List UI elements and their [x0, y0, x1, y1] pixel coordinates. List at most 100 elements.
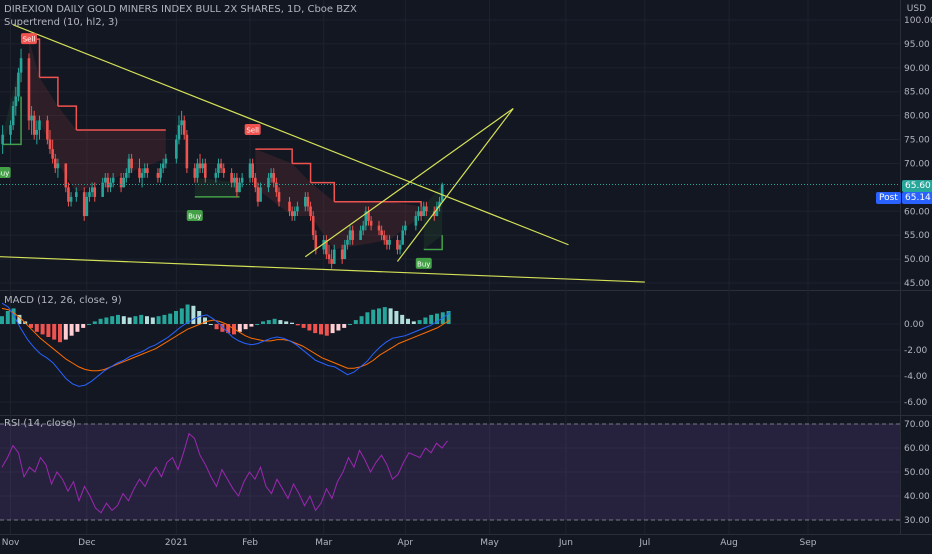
macd-pane [0, 302, 451, 387]
macd-histogram-bar [336, 324, 341, 331]
macd-histogram-bar [150, 317, 155, 324]
macd-histogram-bar [87, 324, 91, 325]
candle-body [325, 239, 328, 255]
candle-body [367, 211, 370, 221]
candle-body [351, 230, 354, 240]
candle-body [340, 249, 344, 260]
x-axis-label: May [480, 538, 499, 548]
price-tick-label: 60.00 [904, 207, 930, 217]
x-axis-label: Aug [720, 538, 738, 548]
candle-body [343, 244, 347, 260]
candle-body [103, 177, 107, 183]
supertrend-fill [57, 106, 77, 193]
macd-histogram-bar [307, 324, 312, 331]
candle-body [267, 177, 270, 188]
candle-body [138, 168, 141, 178]
candle-body [198, 163, 202, 169]
macd-histogram-bar [382, 307, 387, 324]
trendline [0, 256, 645, 283]
rsi-label[interactable]: RSI (14, close) [4, 418, 77, 429]
candle-body [293, 211, 297, 217]
macd-signal-line [1, 307, 451, 372]
supertrend-label[interactable]: Supertrend (10, hl2, 3) [4, 17, 119, 28]
macd-histogram-bar [353, 320, 358, 324]
rsi-tick-label: 60.00 [904, 444, 930, 454]
candle-body [232, 177, 236, 183]
supertrend-line [423, 235, 443, 251]
candle-body [140, 173, 144, 178]
candle-body [19, 58, 23, 73]
price-tick-label: 50.00 [904, 255, 930, 265]
trendline [12, 24, 569, 246]
candle-body [53, 158, 57, 169]
macd-histogram-bar [348, 324, 352, 325]
macd-histogram-bar [174, 311, 178, 324]
candle-body [272, 173, 276, 183]
macd-histogram-bar [156, 316, 161, 324]
macd-histogram-bar [301, 324, 306, 328]
candle-body [201, 163, 204, 169]
supertrend-line [57, 105, 78, 130]
macd-histogram-bar [255, 324, 260, 325]
macd-histogram-bar [133, 316, 138, 324]
macd-label[interactable]: MACD (12, 26, close, 9) [4, 295, 122, 306]
candle-body [125, 173, 128, 178]
signal-label: Sell [23, 36, 36, 44]
candle-body [398, 244, 402, 250]
candle-body [180, 120, 183, 126]
candle-body [311, 216, 315, 236]
macd-histogram-bar [104, 317, 109, 324]
candle-body [382, 235, 386, 240]
supertrend-line [39, 76, 59, 107]
macd-histogram-bar [394, 311, 399, 324]
candle-body [364, 211, 368, 226]
candle-body [440, 184, 444, 202]
last-price-badge: 65.60 [902, 180, 932, 192]
macd-tick-label: -4.00 [904, 372, 928, 382]
candle-body [254, 177, 257, 188]
candle-body [309, 206, 312, 217]
macd-histogram-bar [110, 316, 115, 324]
candle-body [346, 239, 349, 245]
candle-body [159, 168, 162, 178]
post-price-badge: 65.14 [902, 192, 932, 204]
candle-body [332, 249, 336, 264]
macd-histogram-bar [261, 321, 265, 324]
x-axis-label: Mar [315, 538, 332, 548]
candle-body [122, 177, 126, 188]
macd-histogram-bar [58, 324, 62, 343]
signal-label: Buy [417, 260, 430, 268]
candle-body [425, 206, 428, 212]
candle-body [404, 225, 407, 231]
macd-histogram-bar [116, 314, 120, 324]
candle-body [35, 129, 39, 135]
macd-histogram-bar [266, 320, 271, 324]
macd-histogram-bar [40, 324, 45, 335]
macd-histogram-bar [52, 324, 57, 340]
candle-body [327, 254, 331, 260]
candle-body [56, 163, 60, 169]
candle-body [214, 173, 218, 178]
candle-body [396, 239, 399, 250]
macd-tick-label: -2.00 [904, 346, 928, 356]
macd-histogram-bar [388, 308, 393, 324]
candle-body [417, 211, 420, 217]
price-tick-label: 85.00 [904, 88, 930, 98]
candle-body [67, 187, 70, 202]
macd-histogram-bar [220, 324, 225, 332]
macd-histogram-bar [290, 322, 294, 324]
candle-body [259, 187, 262, 202]
macd-histogram-bar [365, 312, 370, 324]
candle-body [82, 192, 86, 217]
signal-label: Sell [246, 126, 259, 134]
candle-body [275, 182, 278, 193]
macd-histogram-bar [313, 324, 318, 334]
trendline [304, 107, 514, 258]
macd-histogram-bar [411, 321, 416, 324]
signal-badge [244, 123, 261, 135]
macd-histogram-bar [34, 324, 39, 332]
supertrend-fill [334, 201, 390, 250]
candle-body [217, 163, 220, 174]
